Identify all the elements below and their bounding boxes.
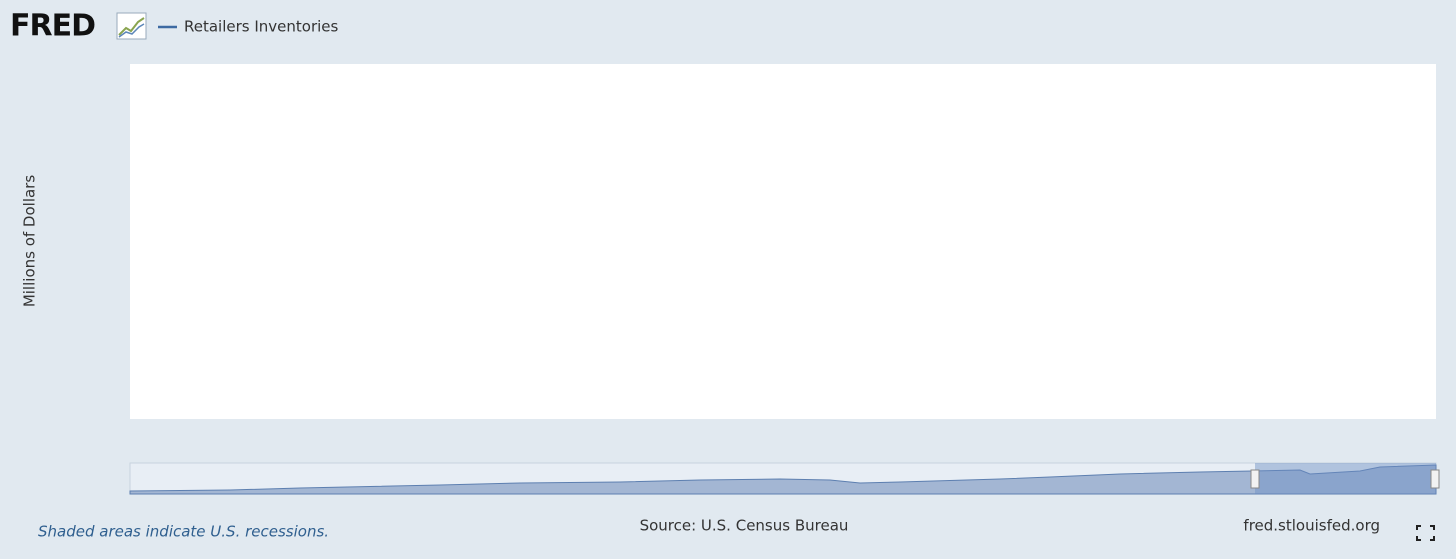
source: Source: U.S. Census Bureau — [640, 517, 849, 535]
y-axis-title: Millions of Dollars — [21, 175, 39, 308]
site-url[interactable]: fred.stlouisfed.org — [1243, 517, 1380, 535]
logo-icon — [116, 12, 147, 40]
legend-label[interactable]: Retailers Inventories — [184, 18, 339, 36]
plot-area — [130, 64, 1436, 419]
recession-note: Shaded areas indicate U.S. recessions. — [38, 523, 329, 541]
fullscreen-button[interactable] — [1416, 525, 1435, 541]
navigator[interactable] — [129, 462, 1440, 495]
logo: FRED — [10, 9, 95, 44]
